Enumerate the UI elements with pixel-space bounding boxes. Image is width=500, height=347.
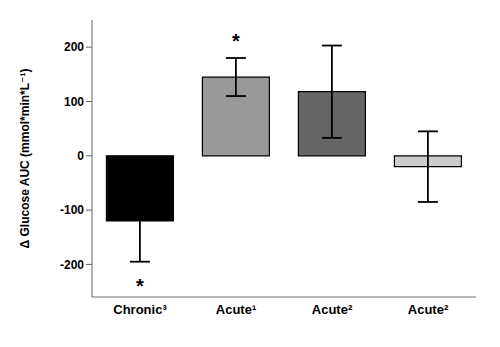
svg-text:Acute²: Acute² xyxy=(408,302,449,317)
svg-text:*: * xyxy=(136,275,144,297)
svg-text:0: 0 xyxy=(77,149,84,163)
svg-text:200: 200 xyxy=(64,40,84,54)
svg-text:-100: -100 xyxy=(60,203,84,217)
svg-text:Acute¹: Acute¹ xyxy=(216,302,256,317)
svg-text:Acute²: Acute² xyxy=(312,302,353,317)
svg-text:Chronic³: Chronic³ xyxy=(113,302,167,317)
svg-text:Δ Glucose AUC (mmol*min*L⁻¹): Δ Glucose AUC (mmol*min*L⁻¹) xyxy=(18,69,32,249)
svg-text:100: 100 xyxy=(64,95,84,109)
svg-text:*: * xyxy=(232,30,240,52)
svg-text:-200: -200 xyxy=(60,258,84,272)
